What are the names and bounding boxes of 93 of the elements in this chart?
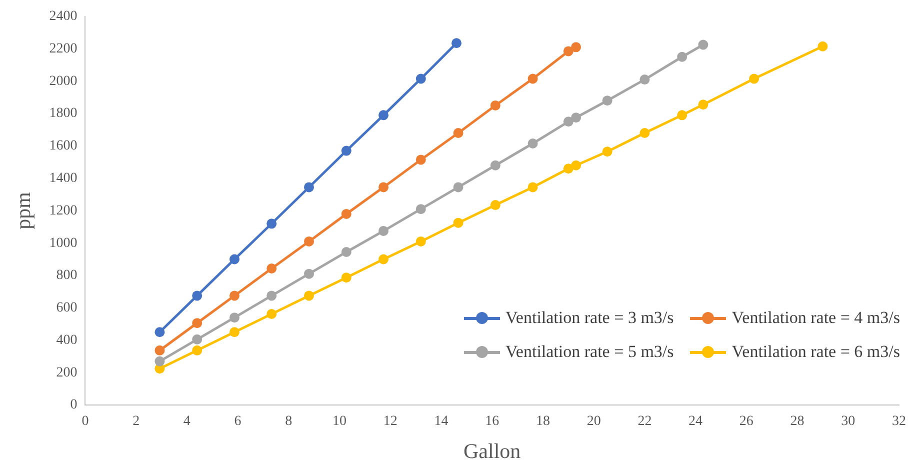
point — [416, 154, 426, 165]
x-tick-label: 0 — [82, 414, 89, 430]
x-tick-label: 14 — [434, 414, 448, 430]
y-tick-label: 2400 — [49, 9, 78, 24]
x-tick-label: 16 — [485, 414, 500, 430]
point — [304, 290, 314, 301]
point — [749, 74, 760, 84]
point — [571, 160, 582, 170]
x-tick-label: 10 — [332, 414, 347, 430]
point — [341, 272, 352, 283]
x-tick-label: 4 — [183, 414, 190, 430]
point — [229, 290, 240, 301]
x-tick-label: 32 — [892, 414, 906, 430]
point — [453, 128, 464, 138]
point — [563, 164, 574, 174]
y-axis-title: ppm — [11, 192, 36, 230]
point — [341, 208, 352, 219]
point — [563, 116, 574, 127]
point — [192, 290, 202, 301]
point — [192, 345, 202, 356]
point — [602, 96, 612, 106]
x-tick-label: 20 — [586, 414, 601, 430]
point — [229, 312, 240, 323]
y-tick-label: 1200 — [49, 203, 78, 218]
x-axis-title: Gallon — [464, 438, 522, 463]
point — [698, 100, 708, 110]
point — [192, 318, 202, 328]
y-tick-label: 0 — [70, 398, 78, 413]
y-tick-label: 800 — [56, 268, 78, 284]
point — [229, 327, 240, 338]
y-tick-label: 1800 — [49, 106, 78, 122]
point — [528, 74, 538, 84]
y-tick-label: 1000 — [49, 236, 78, 251]
point — [677, 52, 688, 62]
point — [304, 268, 314, 279]
point — [304, 182, 314, 192]
point — [304, 236, 314, 246]
x-tick-label: 28 — [790, 414, 804, 430]
point — [266, 290, 277, 301]
x-tick-label: 12 — [383, 414, 398, 430]
point — [818, 41, 828, 52]
point — [154, 327, 165, 338]
legend-label: Ventilation rate = 3 m3/s — [506, 308, 674, 328]
point — [192, 334, 202, 344]
y-tick-label: 1600 — [49, 138, 78, 154]
point — [453, 218, 464, 228]
y-tick-label: 2000 — [49, 74, 78, 89]
y-tick-label: 200 — [56, 365, 78, 380]
point — [378, 254, 389, 264]
point — [571, 42, 582, 52]
point — [640, 128, 650, 138]
point — [416, 236, 426, 246]
point — [416, 204, 426, 214]
point — [698, 40, 708, 50]
x-tick-label: 6 — [234, 414, 242, 430]
point — [266, 309, 277, 320]
x-tick-label: 2 — [132, 414, 140, 430]
point — [378, 182, 389, 192]
x-tick-label: 8 — [285, 414, 292, 430]
legend-label: Ventilation rate = 4 m3/s — [732, 308, 900, 328]
point — [341, 146, 352, 156]
point — [266, 218, 277, 229]
x-tick-label: 30 — [841, 414, 856, 430]
point — [378, 226, 389, 236]
point — [341, 246, 352, 257]
legend-label: Ventilation rate = 6 m3/s — [732, 342, 900, 362]
y-tick-label: 2200 — [49, 41, 78, 56]
point — [528, 182, 538, 192]
point — [451, 38, 462, 48]
point — [677, 110, 688, 120]
y-tick-label: 1400 — [49, 170, 78, 186]
x-tick-label: 26 — [739, 414, 754, 430]
point — [490, 100, 500, 110]
point — [154, 345, 165, 356]
point — [563, 46, 574, 56]
point — [378, 110, 389, 120]
y-tick-label: 600 — [56, 300, 78, 316]
point — [416, 74, 426, 84]
point — [490, 200, 500, 210]
point — [453, 182, 464, 192]
legend-label: Ventilation rate = 5 m3/s — [506, 342, 674, 362]
point — [640, 74, 650, 85]
point — [571, 112, 582, 123]
y-tick-label: 400 — [56, 332, 78, 348]
point — [154, 356, 165, 366]
point — [528, 138, 538, 149]
point — [229, 254, 240, 264]
x-tick-label: 24 — [688, 414, 703, 430]
point — [602, 146, 612, 157]
point — [266, 264, 277, 274]
x-tick-label: 22 — [638, 414, 652, 430]
point — [490, 160, 500, 170]
x-tick-label: 18 — [536, 414, 550, 430]
